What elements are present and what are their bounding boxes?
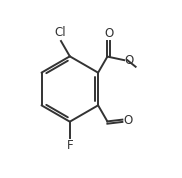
Text: O: O: [123, 114, 132, 127]
Text: F: F: [66, 139, 73, 152]
Text: O: O: [104, 27, 113, 40]
Text: Cl: Cl: [54, 26, 66, 39]
Text: O: O: [125, 54, 134, 67]
